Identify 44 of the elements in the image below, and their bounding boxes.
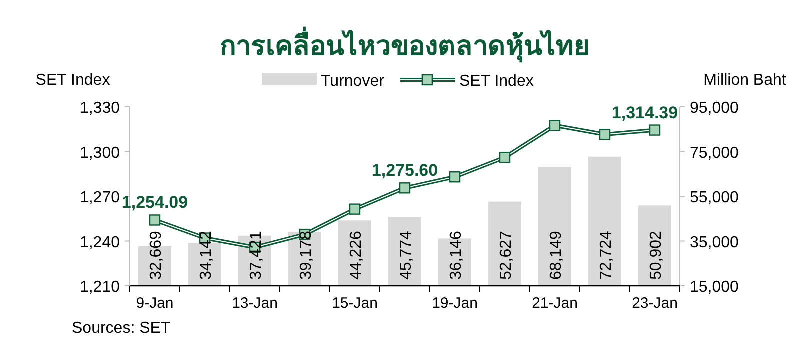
- x-tick-label: 23-Jan: [632, 295, 678, 312]
- data-label: 45,774: [398, 230, 415, 280]
- data-label: 50,902: [648, 230, 665, 280]
- point: [149, 214, 161, 226]
- data-label: 32,669: [148, 230, 165, 280]
- chart-title: การเคลื่อนไหวของตลาดหุ้นไทย: [220, 26, 590, 63]
- point: [649, 124, 661, 136]
- point: [599, 128, 611, 140]
- y-tick-label: 1,210: [80, 279, 120, 296]
- data-label: 1,314.39: [612, 103, 678, 122]
- legend-label: Turnover: [321, 73, 386, 90]
- y-tick-label: 1,270: [80, 190, 120, 206]
- data-label: 34,142: [198, 230, 215, 280]
- source-note: Sources: SET: [72, 320, 171, 337]
- data-label: 1,275.60: [372, 161, 438, 180]
- point: [349, 204, 361, 215]
- x-tick-label: 19-Jan: [432, 295, 478, 312]
- y2-tick-label: 95,000: [690, 100, 740, 117]
- y-axis-title: SET Index: [36, 72, 110, 89]
- legend-label: SET Index: [459, 73, 534, 90]
- y-tick-label: 1,240: [80, 234, 120, 252]
- point: [499, 152, 511, 164]
- x-tick-label: 13-Jan: [232, 295, 278, 312]
- y2-tick-label: 55,000: [690, 190, 740, 206]
- point: [399, 182, 411, 194]
- y2-tick-label: 75,000: [690, 144, 740, 162]
- y2-axis-title: Million Baht: [704, 72, 787, 89]
- data-label: 36,146: [448, 230, 465, 280]
- data-label: 72,724: [598, 230, 615, 280]
- data-label: 68,149: [548, 230, 565, 280]
- y-tick-label: 1,300: [80, 144, 120, 162]
- point: [449, 172, 461, 183]
- y2-tick-label: 35,000: [690, 234, 740, 252]
- data-label: 37,421: [248, 230, 265, 280]
- data-label: 52,627: [498, 230, 515, 280]
- x-tick-label: 21-Jan: [532, 295, 578, 312]
- x-tick-label: 15-Jan: [332, 295, 378, 312]
- y-tick-label: 1,330: [80, 100, 120, 117]
- x-tick-label: 9-Jan: [136, 295, 174, 312]
- data-label: 1,254.09: [122, 193, 188, 212]
- point: [549, 120, 561, 132]
- data-label: 39,178: [298, 230, 315, 280]
- data-label: 44,226: [348, 230, 365, 280]
- y2-tick-label: 15,000: [690, 279, 740, 296]
